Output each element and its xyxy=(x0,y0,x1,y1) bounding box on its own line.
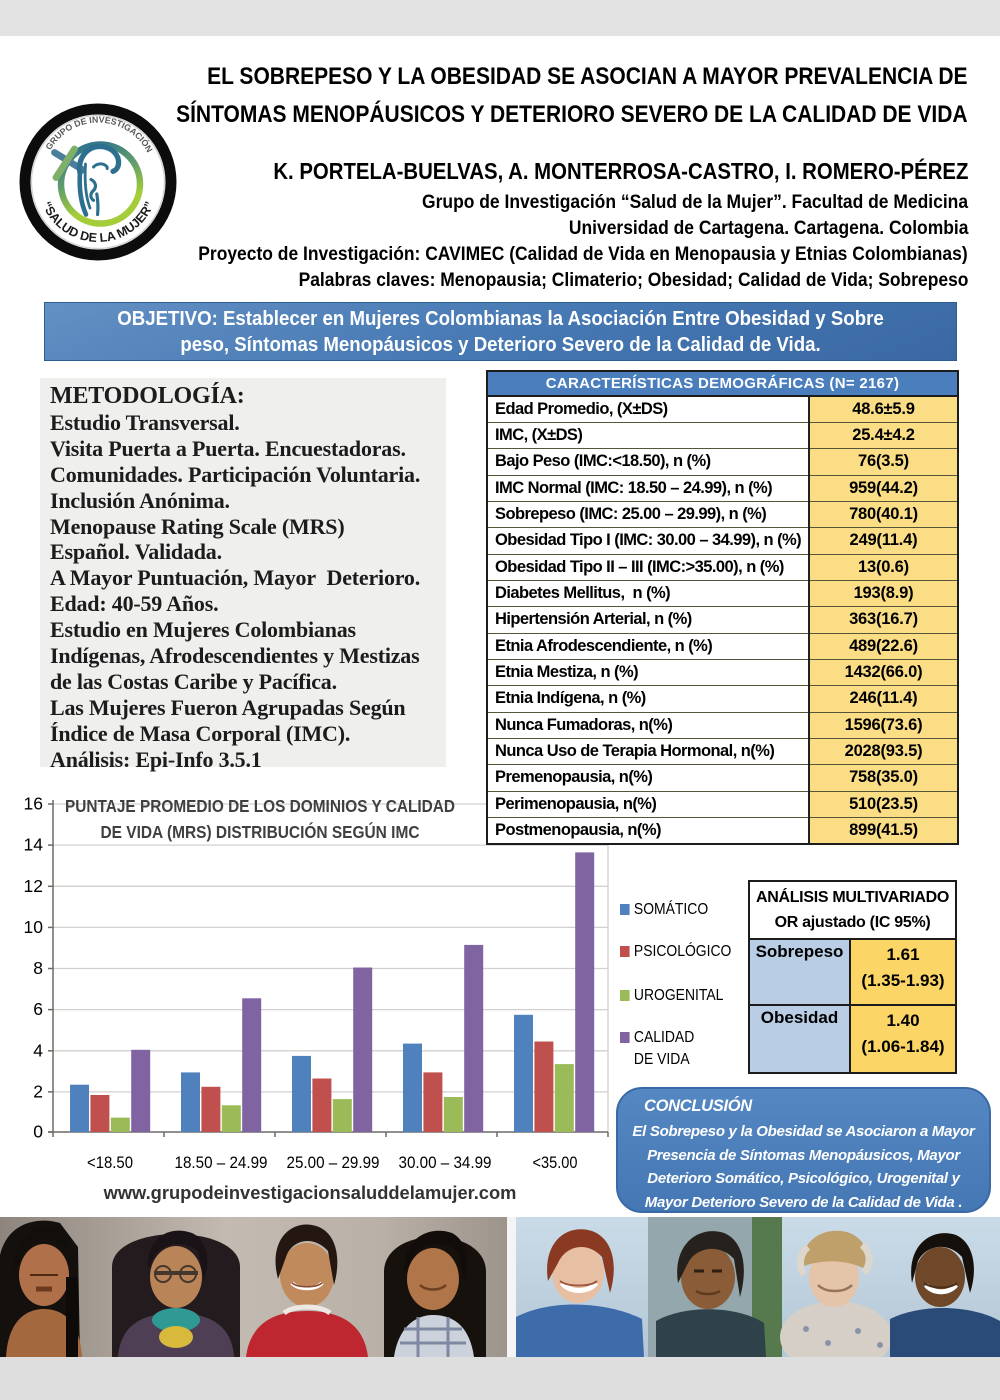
svg-text:<35.00: <35.00 xyxy=(533,1153,578,1172)
svg-text:14: 14 xyxy=(24,835,44,855)
svg-text:8: 8 xyxy=(33,958,43,978)
svg-text:16: 16 xyxy=(24,794,43,814)
svg-text:PUNTAJE PROMEDIO DE LOS DOMINI: PUNTAJE PROMEDIO DE LOS DOMINIOS Y CALID… xyxy=(65,796,455,816)
svg-text:0: 0 xyxy=(33,1122,43,1142)
svg-text:DE VIDA (MRS) DISTRIBUCIÓN SEG: DE VIDA (MRS) DISTRIBUCIÓN SEGÚN IMC xyxy=(101,821,420,842)
svg-text:<18.50: <18.50 xyxy=(87,1153,133,1172)
svg-text:4: 4 xyxy=(33,1040,43,1060)
svg-text:30.00 – 34.99: 30.00 – 34.99 xyxy=(399,1153,492,1172)
svg-text:10: 10 xyxy=(24,917,44,937)
svg-text:12: 12 xyxy=(24,876,43,896)
svg-text:6: 6 xyxy=(33,999,43,1019)
svg-text:18.50 – 24.99: 18.50 – 24.99 xyxy=(175,1153,268,1172)
svg-text:2: 2 xyxy=(33,1081,43,1101)
svg-text:25.00 – 29.99: 25.00 – 29.99 xyxy=(287,1153,380,1172)
